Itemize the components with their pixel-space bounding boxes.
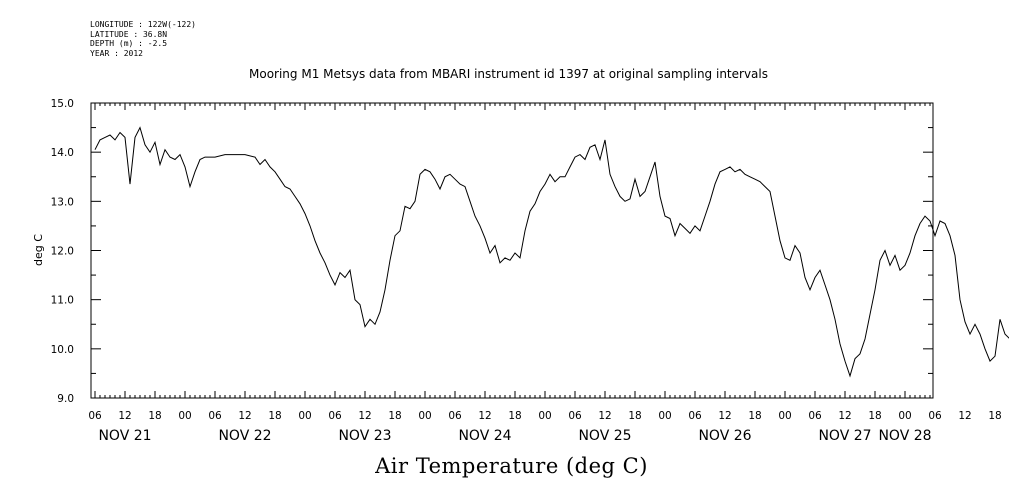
x-day-label: NOV 28 [878,428,931,444]
x-day-label: NOV 23 [338,428,391,444]
depth-text: DEPTH (m) : -2.5 [90,39,168,48]
x-hour-label: 06 [808,410,822,422]
x-hour-label: 00 [538,410,551,422]
x-hour-label: 00 [658,410,671,422]
x-hour-label: 00 [418,410,431,422]
x-hour-label: 18 [148,410,161,422]
y-tick-label: 11.0 [51,295,74,307]
air-temperature-line [94,126,1009,378]
x-hour-label: 06 [208,410,222,422]
y-tick-label: 10.0 [51,344,74,356]
y-tick-label: 15.0 [51,98,74,110]
x-hour-label: 06 [88,410,102,422]
x-hour-label: 18 [508,410,521,422]
x-day-label: NOV 27 [818,428,871,444]
x-day-label: NOV 22 [218,428,271,444]
x-day-label: NOV 26 [698,428,751,444]
year-text: YEAR : 2012 [90,48,143,58]
y-tick-label: 12.0 [51,246,74,258]
chart-title: Mooring M1 Metsys data from MBARI instru… [249,67,768,81]
x-hour-label: 00 [178,410,191,422]
x-hour-label: 06 [568,410,582,422]
x-hour-label: 06 [688,410,702,422]
x-day-label: NOV 25 [578,428,631,444]
x-hour-label: 06 [448,410,462,422]
longitude-text: LONGITUDE : 122W(-122) [90,20,196,29]
y-axis-label: deg C [32,234,45,266]
x-hour-label: 06 [928,410,942,422]
y-tick-label: 9.0 [57,393,74,405]
x-hour-label: 12 [958,410,971,422]
x-axis-label: Air Temperature (deg C) [375,454,648,478]
x-hour-label: 12 [598,410,611,422]
x-hour-label: 18 [988,410,1001,422]
x-hour-label: 12 [358,410,371,422]
x-hour-label: 00 [298,410,311,422]
x-hour-label: 12 [478,410,491,422]
x-hour-label: 12 [718,410,731,422]
tick-labels: 9.0 10.0 11.0 12.0 13.0 14.0 15.0 06 12 18 00 06 12 1… [51,98,1002,444]
y-tick-label: 13.0 [51,196,74,208]
y-tick-label: 14.0 [51,147,74,159]
x-hour-label: 18 [388,410,401,422]
latitude-text: LATITUDE : 36.8N [90,29,168,39]
tick-marks [91,102,933,399]
x-day-label: NOV 21 [98,428,151,444]
plot-frame [90,102,934,399]
x-day-label: NOV 24 [458,428,511,444]
x-hour-label: 18 [268,410,281,422]
x-hour-label: 12 [118,410,131,422]
x-hour-label: 00 [778,410,791,422]
x-hour-label: 06 [328,410,342,422]
x-hour-label: 00 [898,410,911,422]
x-hour-label: 18 [628,410,641,422]
x-hour-label: 12 [238,410,251,422]
mooring-metadata: LONGITUDE : 122W(-122) LATITUDE : 36.8N … [90,20,196,58]
x-hour-label: 18 [868,410,881,422]
x-hour-label: 18 [748,410,761,422]
x-hour-label: 12 [838,410,851,422]
